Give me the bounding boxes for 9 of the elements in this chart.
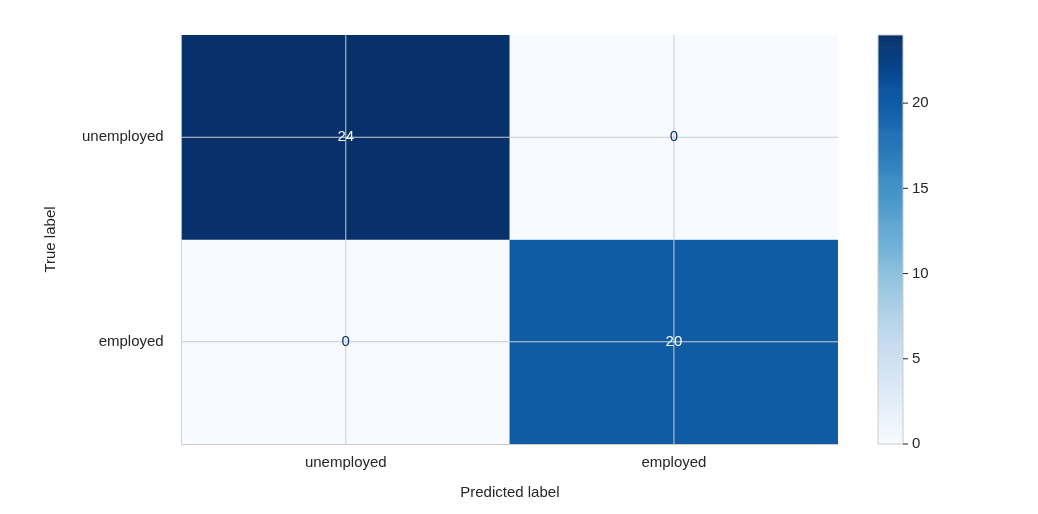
color-bar-label: 15 <box>912 178 929 196</box>
color-bar-label: 0 <box>912 434 921 452</box>
color-bar-label: 10 <box>912 263 929 281</box>
y-axis-title: True label <box>41 206 59 273</box>
color-bar-label: 5 <box>912 348 921 366</box>
x-axis-title: Predicted label <box>460 483 560 501</box>
color-bar-label: 20 <box>912 93 929 111</box>
data-label: 0 <box>669 127 679 145</box>
data-label: 0 <box>341 331 350 349</box>
